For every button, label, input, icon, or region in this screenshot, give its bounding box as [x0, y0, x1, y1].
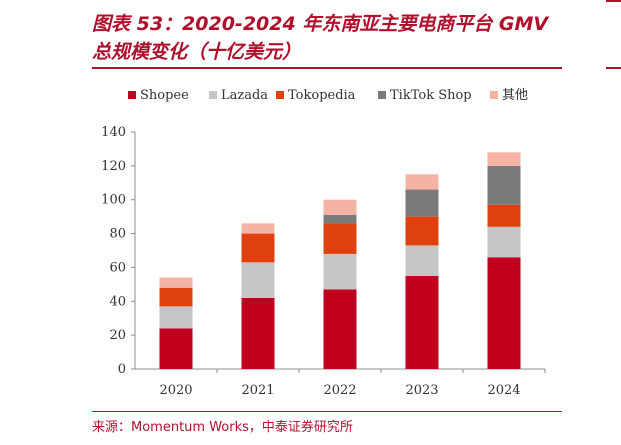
bar-segment-lazada — [241, 262, 275, 298]
legend-label: Shopee — [140, 88, 189, 103]
legend-label: Lazada — [221, 88, 268, 103]
x-tick-label: 2022 — [323, 383, 356, 398]
bar-segment-tiktok-shop — [487, 165, 521, 205]
bar-segment-其他 — [323, 199, 357, 215]
bar-segment-shopee — [323, 289, 357, 369]
y-tick-label: 100 — [101, 193, 126, 208]
bar-segment-其他 — [405, 174, 439, 190]
bar-segment-tokopedia — [241, 233, 275, 263]
legend-swatch — [128, 91, 136, 99]
legend-swatch — [490, 91, 498, 99]
bar-segment-lazada — [323, 253, 357, 290]
y-tick-label: 120 — [101, 159, 126, 174]
legend-swatch — [276, 91, 284, 99]
bar-segment-shopee — [405, 275, 439, 369]
bar-segment-lazada — [159, 306, 193, 329]
bar-segment-其他 — [241, 223, 275, 234]
x-tick-label: 2024 — [487, 383, 520, 398]
bar-segment-tokopedia — [487, 204, 521, 227]
bar-segment-shopee — [241, 297, 275, 369]
x-tick-label: 2021 — [241, 383, 274, 398]
x-tick-label: 2020 — [159, 383, 192, 398]
y-tick-label: 40 — [109, 294, 126, 309]
y-tick-label: 0 — [118, 362, 126, 377]
legend-label: TikTok Shop — [390, 88, 472, 103]
bar-segment-tokopedia — [323, 223, 357, 254]
y-tick-label: 60 — [109, 260, 126, 275]
bar-segment-tokopedia — [405, 216, 439, 246]
title-divider — [92, 67, 562, 69]
legend-swatch — [378, 91, 386, 99]
chart-title: 图表 53：2020-2024 年东南亚主要电商平台 GMV 总规模变化（十亿美… — [92, 13, 549, 63]
bar-segment-tokopedia — [159, 287, 193, 307]
bar-segment-shopee — [159, 328, 193, 369]
x-tick-label: 2023 — [405, 383, 438, 398]
bar-segment-其他 — [159, 277, 193, 288]
adjacent-panel-rule — [606, 0, 621, 2]
legend-label: Tokopedia — [288, 88, 356, 103]
adjacent-panel-divider — [606, 67, 621, 69]
legend-label: 其他 — [502, 88, 528, 103]
bar-segment-其他 — [487, 152, 521, 166]
bar-segment-shopee — [487, 257, 521, 369]
y-tick-label: 80 — [109, 227, 126, 242]
bar-segment-tiktok-shop — [405, 189, 439, 217]
legend-swatch — [209, 91, 217, 99]
bar-segment-lazada — [487, 226, 521, 258]
y-tick-label: 140 — [101, 125, 126, 140]
source-divider — [92, 411, 562, 412]
bar-segment-tiktok-shop — [323, 214, 357, 224]
source-note: 来源：Momentum Works，中泰证券研究所 — [92, 420, 353, 435]
y-tick-label: 20 — [109, 328, 126, 343]
bar-segment-lazada — [405, 245, 439, 276]
